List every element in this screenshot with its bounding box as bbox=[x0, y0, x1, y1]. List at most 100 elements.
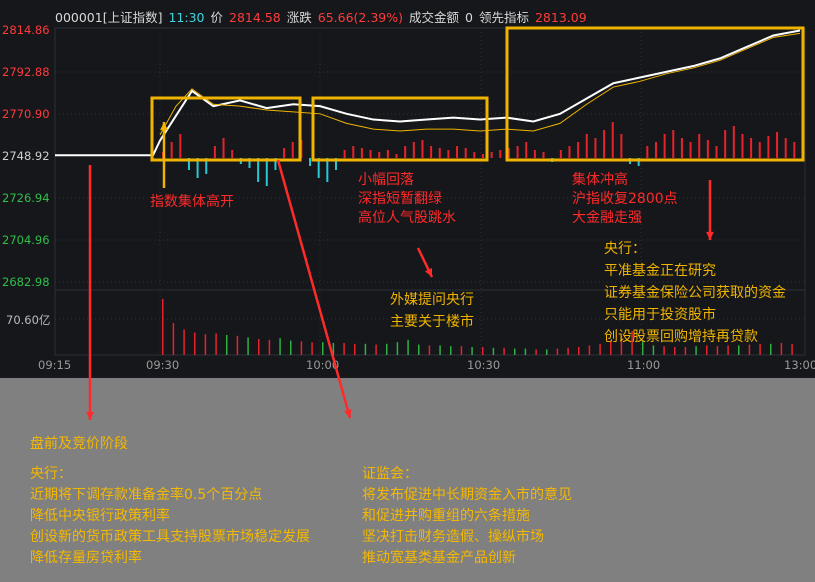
x-tick: 09:15 bbox=[38, 358, 72, 372]
diff-bar bbox=[386, 150, 389, 158]
volume-bar bbox=[354, 343, 356, 355]
diff-bar bbox=[430, 146, 433, 158]
diff-bar bbox=[654, 142, 657, 158]
diff-bar bbox=[283, 148, 286, 158]
annotation-line: 平准基金正在研究 bbox=[604, 263, 716, 279]
panel-line: 和促进并购重组的六条措施 bbox=[362, 508, 530, 524]
volume-bar bbox=[450, 346, 452, 355]
diff-bar bbox=[248, 158, 251, 168]
volume-bar bbox=[546, 349, 548, 355]
diff-bar bbox=[603, 130, 606, 158]
annotation-open: 指数集体高开 bbox=[150, 194, 234, 210]
diff-bar bbox=[213, 146, 216, 158]
volume-bar bbox=[759, 343, 761, 355]
diff-bar bbox=[404, 146, 407, 158]
diff-bar bbox=[447, 150, 450, 158]
volume-bar bbox=[524, 348, 527, 355]
lead-line bbox=[159, 32, 801, 136]
volume-bar bbox=[172, 323, 175, 355]
y-tick: 2814.86 bbox=[2, 23, 50, 37]
volume-bar bbox=[471, 347, 473, 355]
diff-bar bbox=[395, 154, 398, 158]
price-value: 2814.58 bbox=[229, 10, 281, 25]
intraday-chart[interactable]: 000001[上证指数] 11:30 价 2814.58 涨跌 65.66(2.39%) 成… bbox=[0, 0, 815, 376]
volume-bar bbox=[599, 343, 601, 355]
diff-bar bbox=[499, 150, 502, 158]
diff-bar bbox=[482, 154, 484, 158]
diff-bar bbox=[421, 140, 424, 158]
diff-bar bbox=[326, 158, 329, 182]
diff-bar bbox=[706, 140, 709, 158]
diff-bar bbox=[490, 152, 493, 158]
annotation-line: 沪指收复2800点 bbox=[572, 191, 678, 207]
diff-bar bbox=[187, 158, 190, 170]
panel-line: 近期将下调存款准备金率0.5个百分点 bbox=[30, 487, 263, 503]
diff-bar bbox=[369, 150, 372, 158]
volume-bar bbox=[695, 346, 697, 355]
volume-bar bbox=[503, 347, 505, 355]
diff-bar bbox=[170, 142, 173, 158]
diff-bar bbox=[291, 142, 294, 158]
diff-bar bbox=[352, 146, 355, 158]
diff-bar bbox=[533, 150, 536, 158]
annotation-line: 央行： bbox=[604, 241, 646, 257]
diff-bar bbox=[162, 152, 164, 158]
y-tick: 2704.96 bbox=[2, 233, 50, 247]
change-label: 涨跌 bbox=[286, 10, 312, 25]
price-label: 价 bbox=[210, 10, 224, 25]
diff-bar bbox=[715, 146, 718, 158]
diff-bar bbox=[689, 142, 692, 158]
highlight-box bbox=[311, 96, 489, 162]
volume-bar bbox=[439, 345, 441, 355]
volume-bar bbox=[183, 329, 185, 355]
volume-bar bbox=[364, 343, 367, 355]
y-tick: 2726.94 bbox=[2, 191, 50, 205]
x-tick: 09:30 bbox=[146, 358, 180, 372]
annotation-line: 证券基金保险公司获取的资金 bbox=[604, 285, 786, 301]
x-tick: 11:00 bbox=[627, 358, 661, 372]
diff-bar bbox=[577, 142, 580, 158]
diff-bar bbox=[274, 158, 277, 170]
volume-bar bbox=[620, 335, 623, 355]
volume-bar bbox=[642, 340, 644, 355]
diff-bar bbox=[594, 138, 597, 158]
diff-bar bbox=[231, 150, 234, 158]
volume-bar bbox=[300, 341, 303, 355]
diff-bar bbox=[507, 148, 510, 158]
annotation-pullback: 小幅回落 深指短暂翻绿 高位人气股跳水 bbox=[358, 171, 456, 228]
volume-bar bbox=[684, 347, 687, 355]
diff-bar bbox=[767, 136, 770, 158]
volume-bar bbox=[460, 346, 463, 355]
volume-bar bbox=[716, 346, 719, 355]
x-tick: 13:00 bbox=[784, 358, 815, 372]
volume-bar bbox=[631, 331, 633, 355]
volume-bar bbox=[396, 342, 399, 355]
annotation-line: 深指短暂翻绿 bbox=[358, 191, 442, 207]
diff-bar bbox=[456, 146, 459, 158]
annotation-rally: 集体冲高 沪指收复2800点 大金融走强 bbox=[572, 171, 678, 228]
diff-bar bbox=[309, 158, 312, 166]
volume-bar bbox=[567, 347, 569, 355]
diff-bar bbox=[750, 138, 753, 158]
volume-bar bbox=[343, 343, 345, 355]
quote-time: 11:30 bbox=[168, 10, 205, 25]
volume-bar bbox=[748, 344, 751, 355]
index-code: 000001[上证指数] bbox=[55, 10, 163, 25]
diff-bar bbox=[205, 158, 208, 174]
volume-bar bbox=[791, 343, 793, 355]
highlight-box bbox=[150, 96, 302, 162]
diff-bar bbox=[525, 142, 528, 158]
volume-bar bbox=[610, 340, 612, 355]
y-tick: 2748.92 bbox=[2, 149, 50, 163]
diff-bar bbox=[464, 148, 467, 158]
diff-bar bbox=[360, 148, 363, 158]
lead-label: 领先指标 bbox=[478, 10, 529, 25]
annotation-line: 集体冲高 bbox=[572, 172, 628, 188]
volume-bar bbox=[652, 345, 655, 355]
volume-bar bbox=[492, 347, 495, 355]
volume-bar bbox=[428, 345, 431, 355]
diff-bar bbox=[343, 150, 346, 158]
panel-line: 创设新的货币政策工具支持股票市场稳定发展 bbox=[30, 529, 310, 545]
annotation-line: 主要关于楼市 bbox=[390, 314, 474, 330]
diff-bar bbox=[378, 152, 381, 158]
